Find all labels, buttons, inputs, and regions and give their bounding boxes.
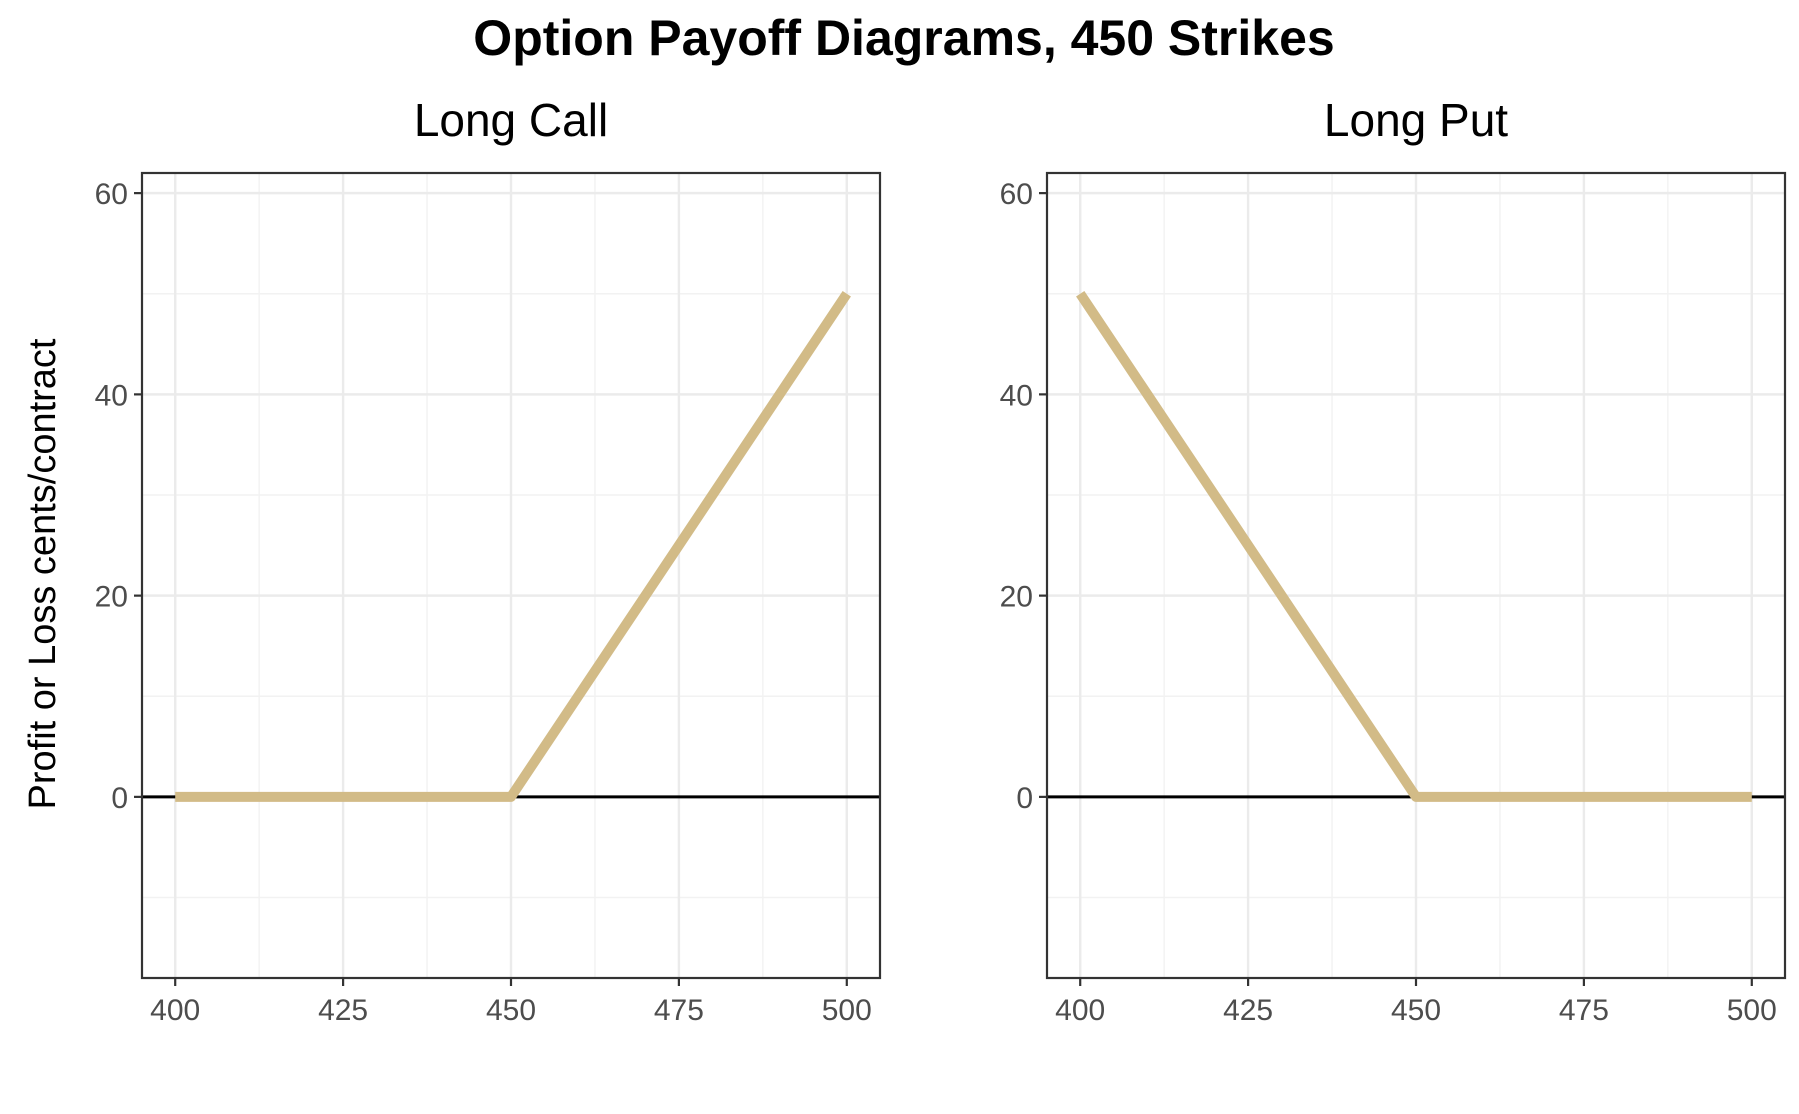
x-tick-label: 425: [318, 994, 368, 1027]
x-tick-label: 500: [822, 994, 872, 1027]
y-tick-label: 0: [1016, 782, 1033, 815]
y-tick-label: 20: [95, 581, 128, 614]
y-tick-label: 0: [111, 782, 128, 815]
x-tick-label: 425: [1223, 994, 1273, 1027]
x-tick-label: 500: [1727, 994, 1777, 1027]
x-tick-label: 400: [150, 994, 200, 1027]
x-tick-label: 400: [1055, 994, 1105, 1027]
x-tick-label: 450: [486, 994, 536, 1027]
facet-title: Long Call: [414, 94, 608, 146]
facet-panel-1: Long Call 400 425 450 475 500 0 20 40 60: [95, 94, 882, 1027]
x-tick-label: 475: [1559, 994, 1609, 1027]
x-tick-label: 450: [1391, 994, 1441, 1027]
payoff-series-line: [1076, 290, 1752, 802]
payoff-series-line: [175, 290, 851, 802]
facet-title: Long Put: [1324, 94, 1508, 146]
y-tick-label: 40: [1000, 379, 1033, 412]
y-tick-label: 20: [1000, 581, 1033, 614]
facet-panel-2: Long Put 400 425 450 475 500 0 20 40 60: [1000, 94, 1787, 1027]
y-tick-label: 60: [1000, 178, 1033, 211]
y-axis-title: Profit or Loss cents/contract: [22, 338, 64, 809]
y-tick-label: 60: [95, 178, 128, 211]
y-tick-label: 40: [95, 379, 128, 412]
x-tick-label: 475: [654, 994, 704, 1027]
chart-title: Option Payoff Diagrams, 450 Strikes: [473, 10, 1334, 66]
